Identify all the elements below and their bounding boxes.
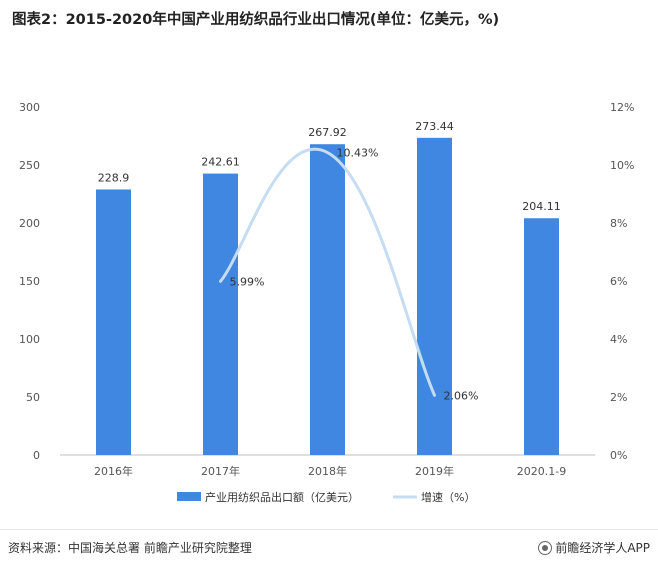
footer: 资料来源：中国海关总署 前瞻产业研究院整理 前瞻经济学人APP <box>8 539 650 557</box>
bar-value-labels: 228.9 242.61 267.92 273.44 204.11 <box>98 120 561 213</box>
x-axis-ticks: 2016年 2017年 2018年 2019年 2020.1-9 <box>94 464 566 478</box>
left-axis-tick-label: 200 <box>19 217 40 230</box>
legend-bar-swatch <box>177 492 201 501</box>
bar <box>96 189 131 455</box>
right-axis-tick-label: 0% <box>610 449 627 462</box>
line-value-label: 5.99% <box>230 275 265 288</box>
legend: 产业用纺织品出口额（亿美元） 增速（%） <box>177 490 475 504</box>
brand: 前瞻经济学人APP <box>538 539 650 556</box>
x-axis-tick-label: 2020.1-9 <box>517 465 566 478</box>
left-axis-tick-label: 0 <box>33 449 40 462</box>
bar-value-label: 204.11 <box>522 200 561 213</box>
source-note: 资料来源：中国海关总署 前瞻产业研究院整理 <box>8 541 252 555</box>
left-axis-tick-label: 300 <box>19 101 40 114</box>
bar <box>524 218 559 455</box>
right-axis-tick-label: 8% <box>610 217 627 230</box>
right-axis-tick-label: 4% <box>610 333 627 346</box>
left-axis-tick-label: 150 <box>19 275 40 288</box>
brand-label: 前瞻经济学人APP <box>555 541 650 555</box>
right-axis-tick-label: 6% <box>610 275 627 288</box>
bar-value-label: 273.44 <box>415 120 454 133</box>
x-axis-tick-label: 2016年 <box>94 464 133 478</box>
bar-series <box>96 137 559 456</box>
right-axis-tick-label: 12% <box>610 101 634 114</box>
legend-line-label: 增速（%） <box>421 490 475 504</box>
bar-value-label: 267.92 <box>308 126 347 139</box>
line-value-label: 10.43% <box>337 147 379 160</box>
right-axis: 0% 2% 4% 6% 8% 10% 12% <box>610 101 634 462</box>
x-axis-tick-label: 2017年 <box>201 464 240 478</box>
right-axis-tick-label: 2% <box>610 391 627 404</box>
chart-title: 图表2：2015-2020年中国产业用纺织品行业出口情况(单位：亿美元，%) <box>12 12 500 28</box>
x-axis-tick-label: 2018年 <box>308 464 347 478</box>
bar <box>203 173 238 456</box>
bar-value-label: 228.9 <box>98 171 130 184</box>
growth-line <box>219 147 436 397</box>
legend-bar-label: 产业用纺织品出口额（亿美元） <box>205 490 359 504</box>
left-axis-tick-label: 100 <box>19 333 40 346</box>
right-axis-tick-label: 10% <box>610 159 634 172</box>
left-axis-tick-label: 50 <box>26 391 40 404</box>
bar <box>310 144 345 455</box>
left-axis-tick-label: 250 <box>19 159 40 172</box>
line-value-label: 2.06% <box>444 389 479 402</box>
line-value-labels: 5.99% 10.43% 2.06% <box>230 147 479 403</box>
left-axis: 0 50 100 150 200 250 300 <box>19 101 40 462</box>
bar-value-label: 242.61 <box>201 156 240 169</box>
x-axis-tick-label: 2019年 <box>415 464 454 478</box>
bar <box>417 137 452 455</box>
combo-chart: 0 50 100 150 200 250 300 0% 2% 4% 6% 8% 10% 12% 228.… <box>19 101 634 504</box>
line-series <box>219 147 436 397</box>
brand-logo-icon <box>538 540 553 555</box>
footer-divider <box>0 529 658 530</box>
